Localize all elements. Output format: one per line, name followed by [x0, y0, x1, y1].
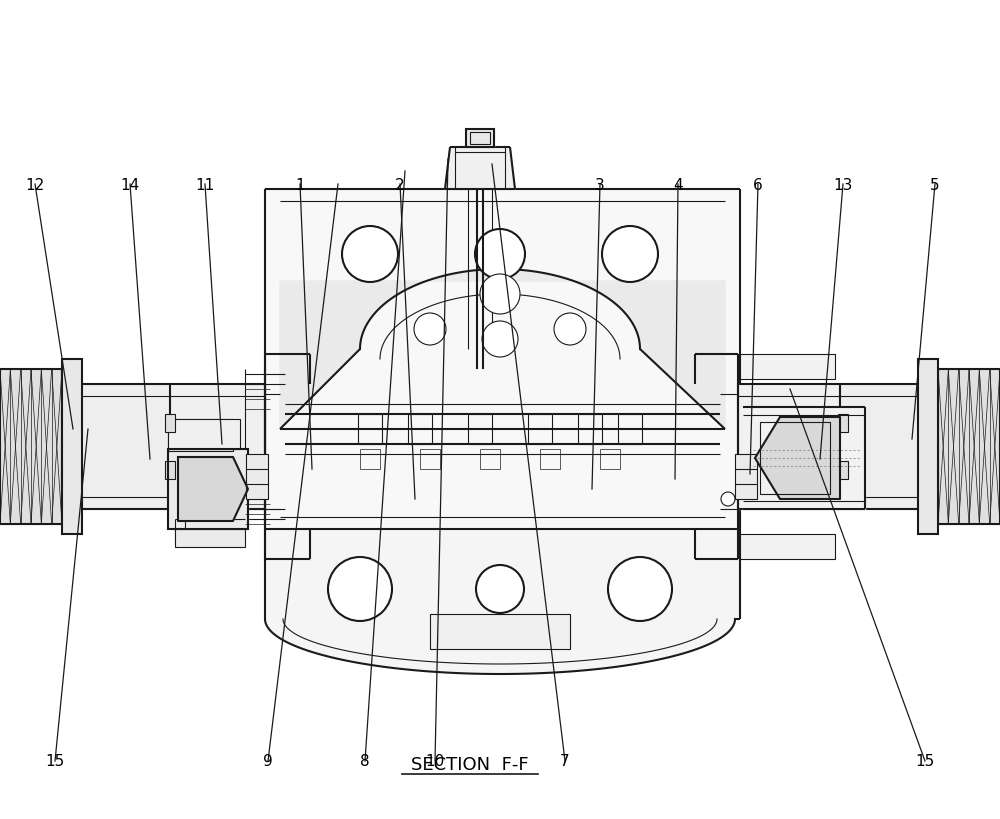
Bar — [918, 360, 938, 534]
Bar — [168, 450, 248, 529]
Text: SECTION  F-F: SECTION F-F — [411, 755, 529, 773]
Text: 13: 13 — [833, 177, 853, 192]
Text: 1: 1 — [295, 177, 305, 192]
Polygon shape — [15, 385, 170, 509]
Bar — [165, 461, 175, 479]
Text: 5: 5 — [930, 177, 940, 192]
Polygon shape — [445, 147, 515, 190]
Bar — [358, 414, 382, 445]
Circle shape — [475, 229, 525, 279]
Bar — [480, 450, 500, 469]
Text: 7: 7 — [560, 753, 570, 768]
Polygon shape — [840, 385, 938, 509]
Text: 10: 10 — [425, 753, 445, 768]
Bar — [838, 414, 848, 432]
Polygon shape — [178, 458, 248, 522]
Circle shape — [602, 227, 658, 283]
Polygon shape — [738, 385, 840, 509]
Bar — [618, 414, 642, 445]
Polygon shape — [265, 619, 740, 674]
Bar — [738, 385, 840, 509]
Circle shape — [414, 314, 446, 346]
Polygon shape — [265, 190, 740, 529]
Text: 15: 15 — [45, 753, 65, 768]
Bar — [165, 414, 175, 432]
Bar — [470, 133, 490, 145]
Bar — [735, 455, 757, 500]
Bar — [420, 450, 440, 469]
Polygon shape — [168, 450, 248, 529]
Text: 3: 3 — [595, 177, 605, 192]
Circle shape — [721, 492, 735, 506]
Text: 14: 14 — [120, 177, 140, 192]
Bar — [578, 414, 602, 445]
Bar — [760, 423, 830, 495]
Bar — [170, 385, 265, 509]
Text: 6: 6 — [753, 177, 763, 192]
Polygon shape — [280, 269, 725, 429]
Text: 2: 2 — [395, 177, 405, 192]
Circle shape — [328, 557, 392, 622]
Bar — [468, 414, 492, 445]
Bar — [175, 529, 245, 547]
Text: 9: 9 — [263, 753, 273, 768]
Text: 11: 11 — [195, 177, 215, 192]
Bar — [528, 414, 552, 445]
Bar — [62, 360, 82, 534]
Polygon shape — [755, 418, 840, 500]
Text: 8: 8 — [360, 753, 370, 768]
Bar — [168, 419, 240, 450]
Bar — [408, 414, 432, 445]
Circle shape — [476, 565, 524, 613]
Bar — [740, 534, 835, 559]
Circle shape — [554, 314, 586, 346]
Circle shape — [480, 274, 520, 314]
Circle shape — [608, 557, 672, 622]
Bar — [838, 461, 848, 479]
Polygon shape — [938, 369, 1000, 524]
Polygon shape — [265, 529, 740, 619]
Circle shape — [342, 227, 398, 283]
Bar — [430, 614, 570, 649]
Text: 15: 15 — [915, 753, 935, 768]
Polygon shape — [743, 408, 865, 509]
Bar — [600, 450, 620, 469]
Text: 4: 4 — [673, 177, 683, 192]
Bar — [168, 419, 233, 451]
Bar — [466, 130, 494, 147]
Bar — [246, 455, 268, 500]
Polygon shape — [0, 369, 62, 524]
Circle shape — [482, 322, 518, 358]
Bar — [540, 450, 560, 469]
Polygon shape — [466, 130, 494, 147]
Bar — [740, 355, 835, 379]
Text: 12: 12 — [25, 177, 45, 192]
Bar — [360, 450, 380, 469]
Polygon shape — [170, 385, 265, 509]
